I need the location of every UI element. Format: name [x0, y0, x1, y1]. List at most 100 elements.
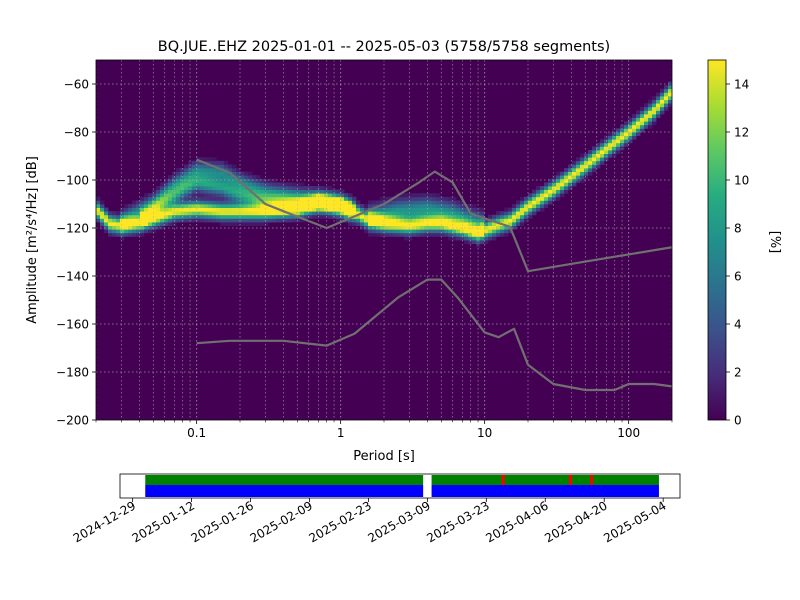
heatmap-cell	[124, 232, 129, 237]
heatmap-cell	[252, 222, 257, 226]
heatmap-cell	[520, 204, 525, 208]
heatmap-cell	[428, 200, 433, 205]
heatmap-cell	[216, 164, 221, 169]
heatmap-cell	[100, 222, 105, 226]
heatmap-cell	[656, 114, 661, 118]
heatmap-cell	[600, 160, 605, 165]
heatmap-cell	[312, 214, 317, 219]
heatmap-cell	[264, 214, 269, 219]
heatmap-cell	[244, 193, 249, 198]
heatmap-cell	[652, 103, 657, 108]
heatmap-cell	[200, 186, 205, 190]
heatmap-cell	[232, 222, 237, 226]
heatmap-cell	[564, 189, 569, 194]
heatmap-cell	[156, 211, 161, 216]
heatmap-cell	[192, 204, 197, 208]
heatmap-cell	[260, 182, 265, 187]
heatmap-cell	[200, 189, 205, 194]
heatmap-cell	[408, 196, 413, 201]
heatmap-cell	[200, 175, 205, 180]
heatmap-cell	[520, 214, 525, 219]
heatmap-cell	[336, 189, 341, 194]
heatmap-cell	[428, 222, 433, 226]
heatmap-cell	[448, 236, 453, 241]
heatmap-cell	[164, 211, 169, 216]
heatmap-cell	[160, 196, 165, 201]
heatmap-cell	[296, 211, 301, 216]
heatmap-cell	[220, 189, 225, 194]
heatmap-cell	[568, 186, 573, 190]
heatmap-cell	[260, 186, 265, 190]
heatmap-cell	[628, 139, 633, 144]
y-tick-label: −120	[56, 221, 89, 235]
heatmap-cell	[396, 232, 401, 237]
heatmap-cell	[360, 218, 365, 223]
heatmap-cell	[436, 218, 441, 223]
heatmap-cell	[192, 214, 197, 219]
heatmap-cell	[520, 196, 525, 201]
heatmap-cell	[412, 229, 417, 234]
heatmap-cell	[272, 186, 277, 190]
heatmap-cell	[200, 218, 205, 223]
heatmap-cell	[468, 214, 473, 219]
heatmap-cell	[336, 200, 341, 205]
heatmap-cell	[644, 124, 649, 129]
heatmap-cell	[164, 214, 169, 219]
heatmap-cell	[532, 200, 537, 205]
heatmap-cell	[528, 200, 533, 205]
heatmap-cell	[156, 222, 161, 226]
heatmap-cell	[140, 214, 145, 219]
heatmap-cell	[504, 207, 509, 212]
heatmap-cell	[440, 232, 445, 237]
heatmap-cell	[452, 236, 457, 241]
heatmap-cell	[248, 175, 253, 180]
heatmap-cell	[208, 204, 213, 208]
heatmap-cell	[636, 124, 641, 129]
heatmap-cell	[508, 229, 513, 234]
heatmap-cell	[296, 218, 301, 223]
heatmap-cell	[200, 157, 205, 162]
heatmap-cell	[228, 200, 233, 205]
heatmap-cell	[192, 193, 197, 198]
heatmap-cell	[496, 225, 501, 230]
heatmap-cell	[420, 211, 425, 216]
heatmap-cell	[184, 214, 189, 219]
heatmap-cell	[252, 178, 257, 183]
heatmap-cell	[212, 207, 217, 212]
heatmap-cell	[368, 218, 373, 223]
heatmap-cell	[608, 150, 613, 154]
heatmap-cell	[336, 196, 341, 201]
heatmap-cell	[420, 229, 425, 234]
heatmap-cell	[480, 218, 485, 223]
heatmap-cell	[268, 211, 273, 216]
heatmap-cell	[644, 106, 649, 111]
heatmap-cell	[280, 189, 285, 194]
heatmap-cell	[128, 214, 133, 219]
heatmap-cell	[204, 171, 209, 176]
heatmap-cell	[248, 211, 253, 216]
heatmap-cell	[176, 178, 181, 183]
heatmap-cell	[428, 225, 433, 230]
heatmap-cell	[148, 218, 153, 223]
heatmap-cell	[564, 175, 569, 180]
heatmap-cell	[536, 204, 541, 208]
y-axis-label: Amplitude [m²/s⁴/Hz] [dB]	[25, 156, 40, 324]
heatmap-cell	[380, 204, 385, 208]
heatmap-cell	[432, 211, 437, 216]
heatmap-cell	[380, 229, 385, 234]
heatmap-cell	[224, 168, 229, 172]
heatmap-cell	[332, 207, 337, 212]
heatmap-cell	[188, 200, 193, 205]
heatmap-cell	[200, 193, 205, 198]
heatmap-cell	[400, 200, 405, 205]
heatmap-cell	[328, 196, 333, 201]
heatmap-cell	[564, 171, 569, 176]
timeline-tick-label: 2025-03-09	[365, 498, 432, 545]
heatmap-cell	[260, 189, 265, 194]
heatmap-cell	[256, 189, 261, 194]
heatmap-cell	[544, 189, 549, 194]
heatmap-cell	[380, 232, 385, 237]
heatmap-cell	[488, 214, 493, 219]
heatmap-cell	[192, 186, 197, 190]
heatmap-cell	[240, 193, 245, 198]
